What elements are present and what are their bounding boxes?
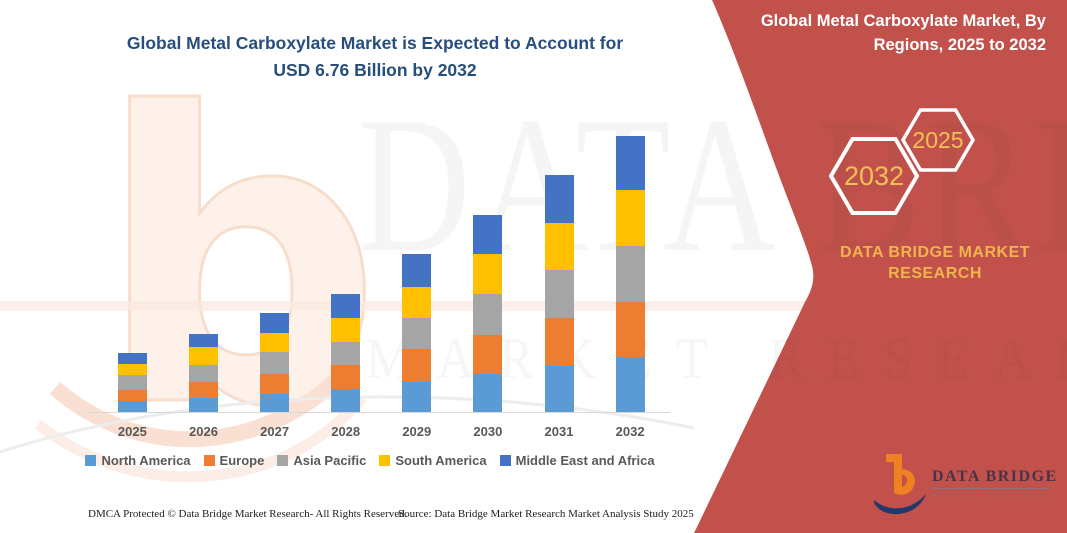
b-icon — [874, 454, 926, 515]
x-axis-label-2027: 2027 — [260, 424, 290, 439]
bar-2028-segment-middle-east-and-africa — [331, 293, 361, 318]
bar-2027-segment-south-america — [260, 333, 290, 352]
x-axis-label-2030: 2030 — [473, 424, 503, 439]
data-bridge-logo-icon — [874, 454, 926, 515]
logo-text-block: DATA BRIDGE MARKET RESEARCH — [932, 468, 1058, 499]
x-axis-label-2026: 2026 — [189, 424, 218, 439]
bar-2030-segment-north-america — [473, 374, 503, 413]
bar-2032-segment-asia-pacific — [615, 245, 645, 302]
bar-2032-segment-south-america — [615, 190, 645, 246]
bar-2025-segment-north-america — [117, 400, 147, 413]
legend-label: Asia Pacific — [293, 453, 367, 468]
bar-2032-segment-europe — [615, 301, 645, 357]
bar-2026-segment-south-america — [189, 347, 218, 365]
bar-2031-segment-middle-east-and-africa — [544, 175, 574, 223]
bar-2030-segment-asia-pacific — [473, 294, 503, 336]
bar-2032-segment-middle-east-and-africa — [615, 135, 645, 191]
bar-2026-segment-asia-pacific — [189, 364, 218, 382]
x-axis-label-2032: 2032 — [615, 424, 645, 439]
bar-2031-segment-north-america — [544, 365, 574, 413]
page-title-line1: Global Metal Carboxylate Market is Expec… — [126, 33, 624, 53]
bar-2029-segment-middle-east-and-africa — [402, 254, 432, 287]
bar-2027-segment-europe — [260, 373, 290, 395]
bar-2027-segment-asia-pacific — [260, 351, 290, 374]
bar-2030-segment-middle-east-and-africa — [473, 215, 503, 255]
bar-2030-segment-south-america — [473, 254, 503, 295]
bar-2025-segment-asia-pacific — [117, 374, 147, 390]
bar-2025-segment-europe — [117, 389, 147, 401]
bar-2032-segment-north-america — [615, 356, 645, 413]
legend-label: Europe — [219, 453, 265, 468]
bar-2025-segment-middle-east-and-africa — [117, 352, 147, 364]
chart-legend: North America Europe Asia Pacific South Ame… — [55, 453, 685, 468]
bar-2029-segment-europe — [402, 349, 432, 382]
legend-swatch — [277, 455, 289, 466]
x-axis-line — [86, 412, 670, 413]
legend-item-asia-pacific: Asia Pacific — [277, 453, 366, 468]
d-swoosh — [874, 494, 926, 515]
legend-item-europe: Europe — [203, 453, 265, 468]
bar-2029-segment-north-america — [402, 381, 432, 413]
bar-2028-segment-south-america — [331, 317, 361, 342]
legend-swatch — [499, 455, 511, 466]
legend-label: Middle East and Africa — [515, 453, 655, 468]
legend-swatch — [203, 455, 215, 466]
page-title-line2: USD 6.76 Billion by 2032 — [273, 60, 477, 80]
dmca-notice: DMCA Protected © Data Bridge Market Rese… — [88, 508, 408, 520]
bar-2028-segment-asia-pacific — [331, 341, 361, 365]
x-axis-label-2031: 2031 — [544, 424, 574, 439]
bar-2029-segment-asia-pacific — [402, 317, 432, 350]
bar-2027-segment-north-america — [260, 394, 290, 413]
x-axis-label-2029: 2029 — [402, 424, 432, 439]
bar-2028-segment-europe — [331, 364, 361, 390]
legend-label: South America — [395, 453, 487, 468]
legend-item-middle-east-and-africa: Middle East and Africa — [499, 453, 655, 468]
legend-swatch — [379, 455, 391, 466]
bar-2030-segment-europe — [473, 335, 503, 375]
x-axis-label-2028: 2028 — [331, 424, 361, 439]
logo-subtitle: MARKET RESEARCH — [932, 492, 1050, 499]
x-axis-label-2025: 2025 — [117, 424, 147, 439]
bar-2026-segment-europe — [189, 381, 218, 399]
legend-swatch — [85, 455, 97, 466]
bar-2025-segment-south-america — [117, 363, 147, 375]
bar-2027-segment-middle-east-and-africa — [260, 313, 290, 334]
page-title: Global Metal Carboxylate Market is Expec… — [90, 30, 660, 84]
bar-2031-segment-asia-pacific — [544, 270, 574, 319]
source-note: Source: Data Bridge Market Research Mark… — [398, 508, 694, 520]
bar-2028-segment-north-america — [331, 389, 361, 413]
logo-divider — [932, 488, 1050, 489]
bar-2031-segment-south-america — [544, 222, 574, 271]
legend-item-south-america: South America — [379, 453, 487, 468]
legend-item-north-america: North America — [85, 453, 191, 468]
bar-2026-segment-middle-east-and-africa — [189, 333, 218, 348]
logo-name: DATA BRIDGE — [932, 468, 1058, 485]
bar-2029-segment-south-america — [402, 286, 432, 318]
bar-2031-segment-europe — [544, 318, 574, 366]
bar-2026-segment-north-america — [189, 398, 218, 413]
legend-label: North America — [101, 453, 191, 468]
data-bridge-logo: DATA BRIDGE MARKET RESEARCH — [872, 452, 1058, 524]
